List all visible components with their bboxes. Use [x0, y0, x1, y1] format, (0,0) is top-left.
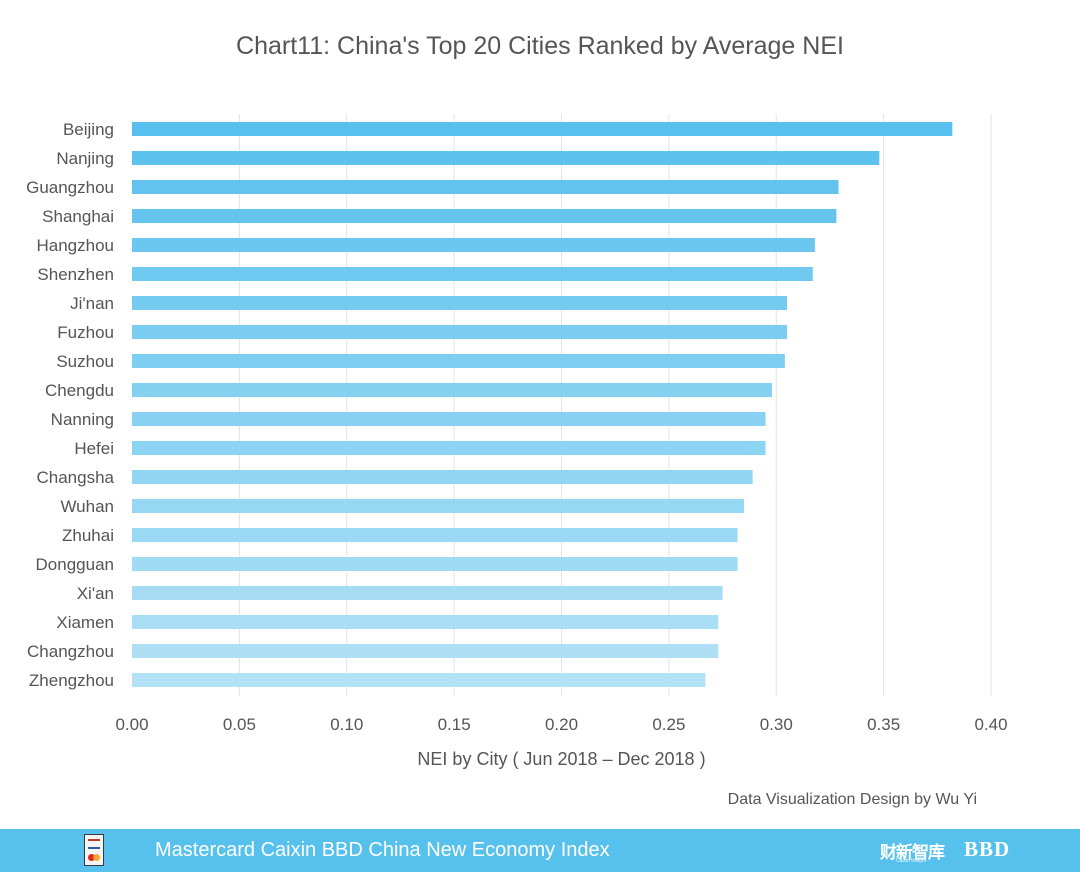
bar [132, 238, 815, 252]
bar [132, 499, 745, 513]
category-label: Changsha [36, 468, 114, 487]
bar [132, 441, 766, 455]
bbd-logo: BBD [964, 837, 1011, 861]
bar [132, 644, 719, 658]
bar [132, 412, 766, 426]
category-label: Nanning [51, 410, 114, 429]
category-label: Suzhou [56, 352, 114, 371]
bar [132, 209, 837, 223]
bar [132, 470, 753, 484]
category-label: Zhengzhou [29, 671, 114, 690]
x-tick-label: 0.10 [330, 715, 363, 734]
bar [132, 267, 813, 281]
x-tick-label: 0.00 [115, 715, 148, 734]
bar [132, 673, 706, 687]
category-label: Wuhan [60, 497, 114, 516]
category-label: Xi'an [77, 584, 114, 603]
bar [132, 383, 772, 397]
category-label: Shenzhen [37, 265, 114, 284]
bar [132, 122, 953, 136]
bar [132, 180, 839, 194]
bar [132, 586, 723, 600]
bar [132, 557, 738, 571]
grid-lines [238, 114, 992, 696]
x-tick-label: 0.05 [223, 715, 256, 734]
x-tick-label: 0.35 [867, 715, 900, 734]
category-label: Zhuhai [62, 526, 114, 545]
bar [132, 151, 880, 165]
category-label: Ji'nan [70, 294, 114, 313]
x-tick-label: 0.40 [974, 715, 1007, 734]
bar [132, 296, 787, 310]
category-label: Beijing [63, 120, 114, 139]
bar [132, 615, 719, 629]
category-label: Guangzhou [26, 178, 114, 197]
category-label: Nanjing [56, 149, 114, 168]
caixin-insight-logo: 财新智库 [880, 843, 945, 862]
footer-title: Mastercard Caixin BBD China New Economy … [155, 839, 610, 861]
category-label: Hefei [74, 439, 114, 458]
category-labels: Beijing Nanjing Guangzhou Shanghai Hangzhou S… [26, 120, 114, 690]
chart-title: Chart11: China's Top 20 Cities Ranked by… [236, 32, 844, 60]
category-label: Changzhou [27, 642, 114, 661]
bar [132, 354, 785, 368]
bar [132, 325, 787, 339]
caixin-insight-logo-subtitle: Caixin Insight [896, 858, 927, 864]
x-tick-label: 0.25 [652, 715, 685, 734]
x-tick-label: 0.20 [545, 715, 578, 734]
design-credit: Data Visualization Design by Wu Yi [727, 791, 977, 808]
category-label: Xiamen [56, 613, 114, 632]
bars [132, 122, 953, 687]
x-tick-label: 0.30 [760, 715, 793, 734]
category-label: Shanghai [42, 207, 114, 226]
nei-logo-icon [84, 834, 104, 866]
category-label: Dongguan [36, 555, 114, 574]
category-label: Fuzhou [57, 323, 114, 342]
x-axis-tick-labels: 0.00 0.05 0.10 0.15 0.20 0.25 0.30 0.35 0.40 [115, 715, 1007, 734]
x-axis-label: NEI by City ( Jun 2018 – Dec 2018 ) [417, 749, 706, 769]
category-label: Hangzhou [36, 236, 114, 255]
x-tick-label: 0.15 [438, 715, 471, 734]
footer-bar: Mastercard Caixin BBD China New Economy … [0, 829, 1080, 872]
category-label: Chengdu [45, 381, 114, 400]
bar [132, 528, 738, 542]
